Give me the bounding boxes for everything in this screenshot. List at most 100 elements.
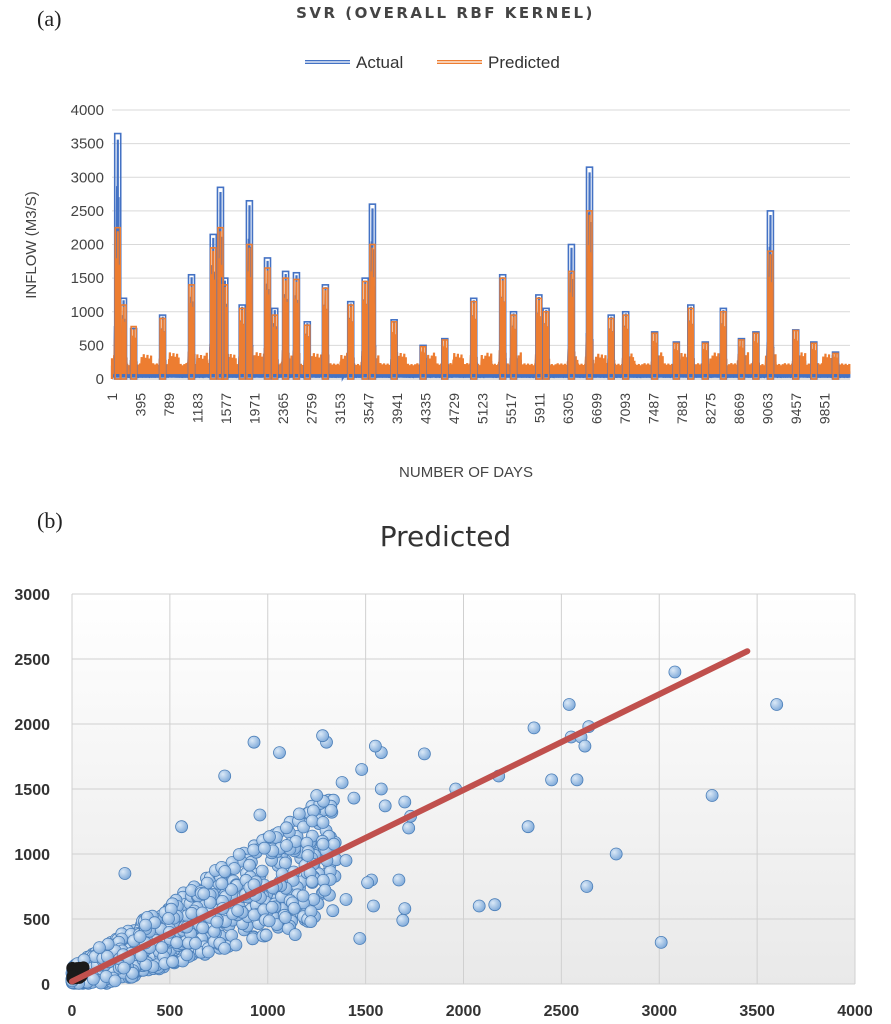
scatter-point [243, 858, 256, 872]
predicted-peak [221, 284, 229, 380]
scatter-point [232, 848, 246, 861]
x-tick-label: 4335 [418, 393, 434, 424]
predicted-peak [622, 314, 629, 380]
x-tick-label: 789 [161, 393, 177, 417]
predicted-peak [264, 267, 271, 380]
predicted-peak [271, 314, 279, 380]
predicted-peak [499, 277, 506, 380]
legend-predicted-label: Predicted [488, 53, 560, 72]
scatter-point [318, 883, 332, 897]
predicted-peak [720, 310, 727, 380]
x-tick-label: 6305 [560, 393, 576, 424]
trendline [69, 648, 751, 985]
x-tick-label: 3000 [641, 1003, 677, 1020]
x-tick-label: 7093 [617, 393, 633, 424]
scatter-point [472, 899, 486, 913]
y-tick-label: 1500 [14, 782, 50, 799]
y-tick-label: 1000 [14, 847, 50, 864]
x-tick-label: 395 [133, 393, 149, 417]
scatter-point [259, 928, 273, 942]
y-axis-label: INFLOW (M3/S) [23, 191, 40, 299]
scatter-point [196, 921, 210, 935]
scatter-point [133, 930, 147, 943]
scatter-point [417, 747, 431, 761]
scatter-point [170, 936, 184, 950]
scatter-point [339, 893, 353, 906]
chart-b-title: Predicted [379, 520, 512, 553]
scatter-point [155, 941, 169, 954]
y-tick-label: 1500 [71, 270, 104, 287]
predicted-peak [209, 247, 217, 380]
scatter-point [324, 804, 338, 817]
x-tick-label: 1000 [250, 1003, 286, 1020]
predicted-peak [282, 277, 289, 380]
scatter-point [374, 782, 388, 796]
scatter-point [280, 821, 293, 835]
scatter-point [402, 821, 416, 835]
scatter-point [215, 877, 229, 891]
scatter-point [562, 698, 576, 711]
x-tick-label: 3153 [332, 393, 348, 424]
scatter-point [339, 854, 353, 867]
predicted-peak [390, 321, 398, 380]
panel-a-label: (a) [37, 6, 62, 31]
scatter-point [201, 945, 215, 959]
y-tick-label: 4000 [71, 102, 104, 119]
scatter-point [225, 883, 238, 896]
scatter-point [278, 911, 292, 924]
inflow-line-chart: Actual Predicted INFLOW (M3/S) NUMBER OF… [23, 53, 851, 481]
x-tick-label: 8669 [731, 393, 747, 424]
x-tick-label: 9851 [817, 393, 833, 424]
scatter-point [93, 941, 106, 954]
x-tick-label: 1500 [348, 1003, 384, 1020]
legend-actual-label: Actual [356, 53, 403, 72]
scatter-point [580, 880, 594, 893]
scatter-point [368, 739, 382, 753]
x-tick-label: 1 [104, 393, 120, 401]
y-tick-label: 2000 [71, 237, 104, 254]
scatter-point [265, 900, 279, 914]
scatter-point [218, 942, 232, 955]
x-tick-label: 1577 [218, 393, 234, 424]
x-tick-label: 2365 [275, 393, 291, 424]
scatter-point [278, 856, 292, 870]
predicted-peak [767, 250, 774, 380]
scatter-point [326, 904, 340, 918]
scatter-point [197, 887, 211, 901]
legend: Actual Predicted [305, 53, 560, 72]
y-tick-label: 3500 [71, 136, 104, 153]
y-tick-label: 2000 [14, 717, 50, 734]
y-tick-label: 0 [41, 977, 50, 994]
scatter-point [273, 746, 286, 759]
scatter-point [527, 721, 541, 735]
scatter-point [488, 898, 502, 912]
scatter-point [117, 961, 131, 975]
scatter-point [398, 902, 412, 915]
x-tick-label: 3941 [389, 393, 405, 424]
predicted-peak [419, 345, 427, 380]
scatter-point [262, 914, 276, 928]
predicted-peak [238, 307, 246, 380]
x-tick-label: 1183 [190, 393, 206, 423]
scatter-point [231, 904, 245, 917]
x-tick-label: 3500 [739, 1003, 775, 1020]
scatter-point [118, 867, 132, 880]
scatter-point [108, 974, 122, 988]
scatter-point [316, 837, 330, 851]
y-tick-label: 3000 [71, 169, 104, 186]
y-tick-label: 500 [23, 912, 50, 929]
scatter-point [180, 948, 194, 962]
predicted-peak [673, 342, 680, 380]
x-tick-label: 2759 [304, 393, 320, 424]
predicted-peak [651, 332, 658, 380]
predicted-peak [246, 243, 253, 380]
predicted-peak [568, 270, 575, 380]
x-tick-label: 5911 [532, 393, 548, 423]
predicted-peak [607, 317, 615, 380]
x-tick-label: 6699 [589, 393, 605, 424]
scatter-point [210, 915, 224, 929]
scatter-point [288, 928, 302, 941]
scatter-point [570, 773, 584, 787]
predicted-peak [687, 307, 695, 380]
predicted-peak [810, 342, 818, 380]
